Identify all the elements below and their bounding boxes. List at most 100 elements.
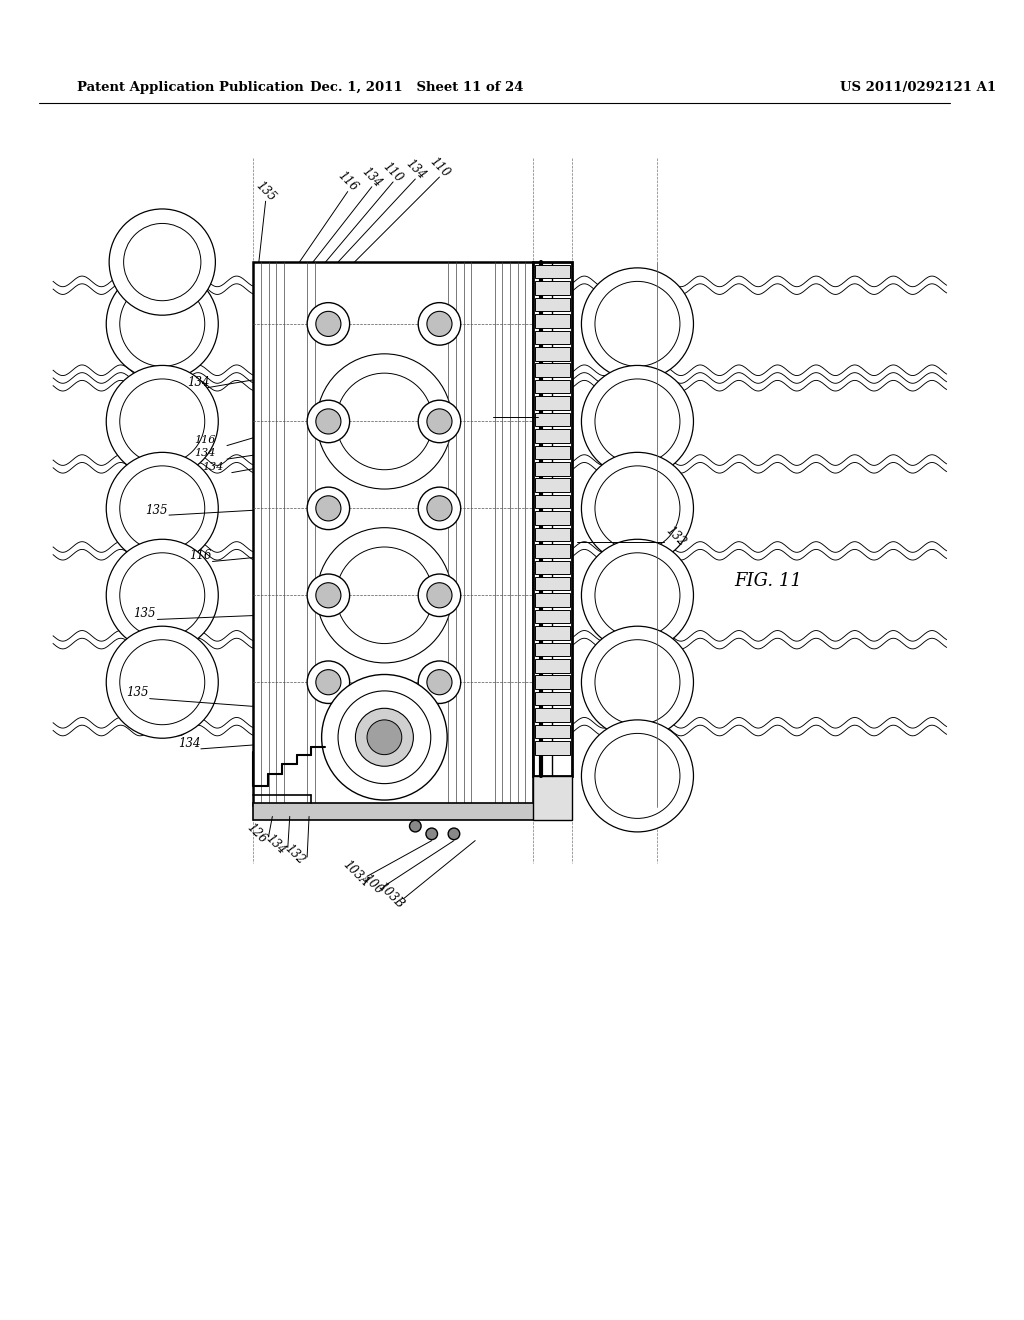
Circle shape (315, 669, 341, 694)
Circle shape (106, 540, 218, 651)
Circle shape (582, 366, 693, 478)
Bar (536, 709, 569, 722)
Bar (534, 263, 571, 776)
Circle shape (427, 582, 452, 607)
Bar (536, 363, 569, 378)
Text: 110: 110 (381, 160, 406, 185)
Circle shape (307, 400, 349, 442)
Circle shape (106, 626, 218, 738)
Bar (536, 561, 569, 574)
Circle shape (427, 496, 452, 521)
Text: 126: 126 (245, 821, 269, 846)
Text: US 2011/0292121 A1: US 2011/0292121 A1 (841, 81, 996, 94)
Circle shape (418, 400, 461, 442)
Circle shape (106, 366, 218, 478)
Text: 135: 135 (145, 504, 168, 517)
Circle shape (418, 302, 461, 345)
Circle shape (336, 546, 433, 644)
Bar (536, 676, 569, 689)
Circle shape (410, 820, 421, 832)
Text: 135: 135 (126, 686, 148, 700)
Circle shape (582, 626, 693, 738)
Bar (536, 330, 569, 345)
Text: 100: 100 (360, 871, 385, 896)
Circle shape (595, 466, 680, 550)
Bar (536, 495, 569, 508)
Bar (536, 298, 569, 312)
Circle shape (595, 281, 680, 367)
Circle shape (124, 223, 201, 301)
Text: 134: 134 (178, 737, 201, 750)
Text: 134: 134 (359, 165, 384, 190)
Bar (536, 626, 569, 640)
Circle shape (316, 528, 452, 663)
Text: 135: 135 (253, 180, 279, 205)
Circle shape (315, 312, 341, 337)
Bar (536, 577, 569, 590)
Bar (536, 528, 569, 541)
Bar (536, 462, 569, 475)
Circle shape (338, 690, 431, 784)
Circle shape (106, 453, 218, 565)
Circle shape (367, 719, 401, 755)
Bar (536, 347, 569, 360)
Circle shape (322, 675, 447, 800)
Bar (536, 511, 569, 525)
Circle shape (427, 409, 452, 434)
Circle shape (595, 553, 680, 638)
Bar (536, 429, 569, 442)
Circle shape (582, 719, 693, 832)
Text: 134: 134 (202, 462, 223, 471)
Text: FIG. 11: FIG. 11 (734, 572, 802, 590)
Circle shape (595, 640, 680, 725)
Text: 116: 116 (195, 434, 215, 445)
Circle shape (426, 828, 437, 840)
Circle shape (427, 312, 452, 337)
Circle shape (595, 379, 680, 463)
Text: 132: 132 (475, 399, 501, 424)
Bar (536, 741, 569, 755)
Bar (536, 478, 569, 492)
Bar (536, 610, 569, 623)
Circle shape (582, 268, 693, 380)
Circle shape (120, 379, 205, 463)
Circle shape (418, 574, 461, 616)
Circle shape (307, 661, 349, 704)
Circle shape (418, 487, 461, 529)
Bar (536, 643, 569, 656)
Circle shape (307, 487, 349, 529)
Circle shape (582, 453, 693, 565)
Bar (536, 281, 569, 294)
Bar (536, 659, 569, 673)
Circle shape (355, 709, 414, 766)
Bar (536, 725, 569, 738)
Bar (536, 446, 569, 459)
Bar (253, 263, 534, 805)
Text: 103A: 103A (340, 858, 371, 888)
Text: 116: 116 (189, 549, 212, 562)
Text: 132: 132 (664, 524, 688, 549)
Circle shape (120, 553, 205, 638)
Text: Dec. 1, 2011   Sheet 11 of 24: Dec. 1, 2011 Sheet 11 of 24 (310, 81, 524, 94)
Circle shape (110, 209, 215, 315)
Bar (536, 544, 569, 557)
Circle shape (418, 661, 461, 704)
Bar (536, 692, 569, 705)
Bar (536, 265, 569, 279)
Bar (536, 314, 569, 327)
Bar (536, 380, 569, 393)
Circle shape (315, 582, 341, 607)
Text: 134: 134 (186, 376, 209, 389)
Circle shape (120, 466, 205, 550)
Circle shape (315, 409, 341, 434)
Text: 135: 135 (133, 607, 156, 620)
Text: 116: 116 (335, 169, 360, 194)
Circle shape (307, 302, 349, 345)
Text: 134: 134 (263, 832, 288, 857)
Bar (536, 396, 569, 409)
Bar (536, 594, 569, 607)
Circle shape (582, 540, 693, 651)
Text: 103B: 103B (375, 880, 406, 911)
Circle shape (449, 828, 460, 840)
Circle shape (120, 281, 205, 367)
